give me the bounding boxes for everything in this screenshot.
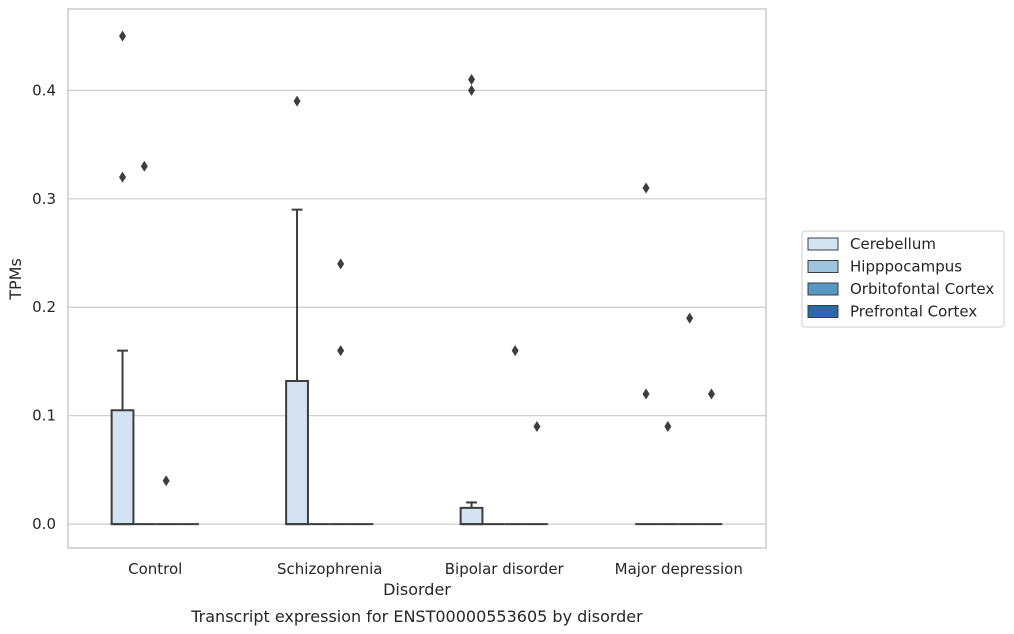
box-orbitofontal-cortex — [678, 312, 701, 526]
outlier-marker — [337, 258, 345, 270]
box-prefrontal-cortex — [700, 388, 723, 526]
box-cerebellum — [459, 73, 484, 526]
box — [459, 506, 484, 526]
legend-swatch — [807, 237, 839, 251]
legend-label: Prefrontal Cortex — [850, 303, 977, 321]
x-axis-ticks: Control Schizophrenia Bipolar disorder Majo… — [128, 560, 743, 578]
y-tick-label: 0.2 — [32, 298, 56, 316]
y-tick-label: 0.0 — [32, 515, 56, 533]
y-tick-label: 0.3 — [32, 190, 56, 208]
x-tick-label: Schizophrenia — [277, 560, 382, 578]
box-series — [110, 30, 723, 526]
box — [110, 409, 135, 526]
box-prefrontal-cortex — [526, 421, 548, 526]
outlier-marker — [162, 475, 170, 487]
y-tick-label: 0.1 — [32, 407, 56, 425]
chart-caption: Transcript expression for ENST0000055360… — [190, 607, 643, 626]
legend-swatch — [807, 260, 839, 273]
gridlines — [68, 89, 766, 525]
box-cerebellum — [110, 30, 135, 526]
outlier-marker — [511, 345, 519, 357]
y-axis-label: TPMs — [6, 258, 25, 301]
outlier-marker — [140, 160, 148, 172]
outlier-marker — [468, 84, 476, 96]
outlier-marker — [468, 73, 476, 85]
outlier-marker — [642, 182, 650, 194]
outlier-marker — [686, 312, 694, 324]
legend-label: Cerebellum — [850, 235, 936, 253]
outlier-marker — [533, 421, 541, 433]
legend-swatch — [807, 305, 839, 318]
box-orbitofontal-cortex — [504, 345, 527, 526]
x-tick-label: Bipolar disorder — [445, 560, 565, 578]
legend: Cerebellum Hipppocampus Orbitofontal Corte… — [801, 230, 1005, 328]
outlier-marker — [707, 388, 715, 400]
y-axis-ticks: 0.0 0.1 0.2 0.3 0.4 — [32, 81, 56, 533]
box-orbitofontal-cortex — [329, 258, 352, 526]
legend-label: Orbitofontal Cortex — [850, 280, 994, 298]
plot-frame — [67, 8, 767, 549]
legend-frame — [801, 230, 1005, 328]
legend-label: Hipppocampus — [850, 258, 962, 276]
outlier-marker — [337, 345, 345, 357]
outlier-marker — [664, 421, 672, 433]
outlier-marker — [119, 30, 127, 42]
outlier-marker — [119, 171, 127, 183]
box-hipppocampus — [656, 421, 679, 526]
x-tick-label: Major depression — [615, 560, 743, 578]
outlier-marker — [642, 388, 650, 400]
box — [285, 379, 309, 526]
x-tick-label: Control — [128, 560, 182, 578]
y-tick-label: 0.4 — [32, 81, 56, 99]
legend-swatch — [807, 282, 839, 296]
box-cerebellum — [285, 95, 309, 526]
x-axis-label: Disorder — [383, 580, 451, 599]
outlier-marker — [293, 95, 301, 107]
box-orbitofontal-cortex — [155, 475, 178, 526]
box-cerebellum — [635, 182, 657, 526]
box-hipppocampus — [133, 160, 156, 526]
